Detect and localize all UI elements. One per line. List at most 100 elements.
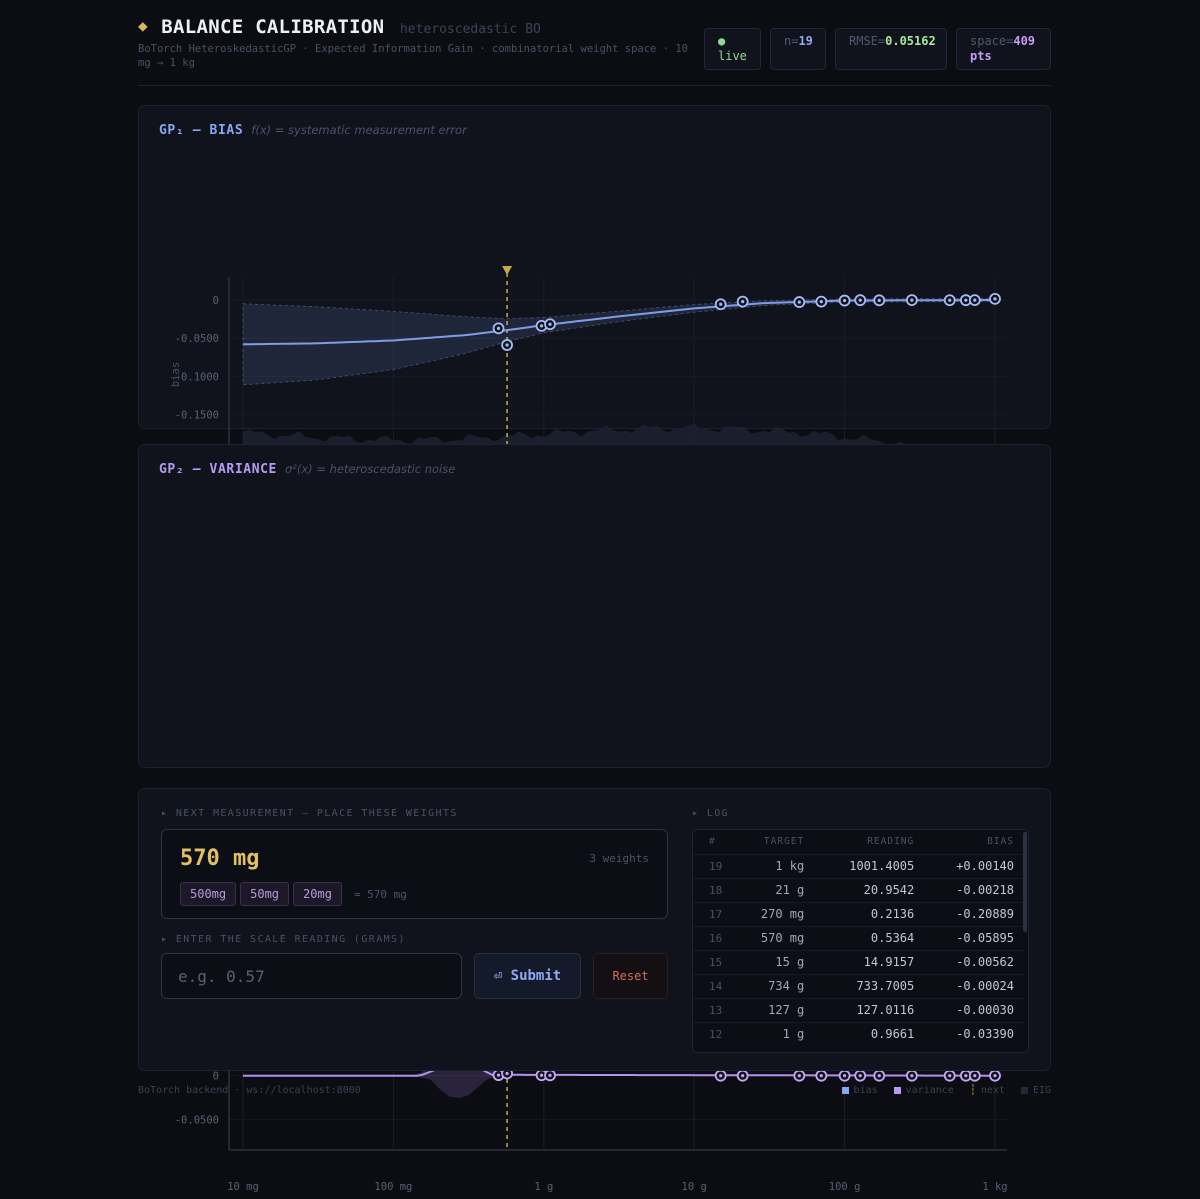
log-row: 13 127 g 127.0116 -0.00030	[693, 997, 1024, 1022]
log-cell-bias: -0.00024	[924, 973, 1024, 998]
data-point	[968, 1069, 981, 1082]
log-body: 19 1 kg 1001.4005 +0.00140 18 21 g 20.9542 -0.0…	[693, 853, 1024, 1046]
bias-subtitle: f(x) = systematic measurement error	[251, 123, 467, 137]
sample-count-label: n=	[784, 34, 799, 48]
header: ◆ BALANCE CALIBRATION heteroscedastic BO…	[138, 14, 1051, 86]
space-unit: pts	[970, 49, 992, 63]
data-point-dot	[819, 1074, 823, 1078]
log-cell-bias: -0.00030	[924, 997, 1024, 1022]
submit-button[interactable]: ⏎ Submit	[474, 953, 581, 999]
data-point	[492, 322, 505, 335]
weight-chip: 500mg	[180, 882, 237, 906]
data-point-dot	[719, 1074, 723, 1078]
log-cell-reading: 127.0116	[814, 997, 925, 1022]
x-tick-label: 1 kg	[982, 1181, 1007, 1193]
variance-panel-title: GP₂ — VARIANCE σ²(x) = heteroscedastic no…	[159, 462, 455, 477]
legend-bias-label: bias	[853, 1085, 878, 1096]
y-tick-label: -0.1500	[175, 410, 219, 422]
data-point	[838, 1069, 851, 1082]
log-table-container[interactable]: # TARGET READING BIAS 19 1 kg 1001.4005 +0.…	[692, 829, 1029, 1053]
reset-button[interactable]: Reset	[593, 953, 668, 999]
log-cell-target: 21 g	[732, 877, 815, 902]
data-point-dot	[539, 324, 544, 328]
y-tick-label: -0.0500	[175, 1114, 219, 1126]
y-tick-label: -0.0500	[175, 333, 219, 345]
log-cell-bias: -0.05895	[924, 925, 1024, 950]
log-scrollbar[interactable]	[1023, 832, 1027, 932]
log-cell-index: 15	[693, 949, 733, 974]
bias-panel-title: GP₁ — BIAS f(x) = systematic measurement …	[159, 123, 467, 138]
data-point-dot	[741, 1074, 745, 1078]
rmse-label: RMSE=	[849, 34, 886, 48]
data-point	[943, 294, 956, 307]
data-point	[501, 339, 513, 351]
log-cell-reading: 1001.4005	[814, 853, 925, 878]
data-point-dot	[910, 1074, 914, 1078]
reading-label: ▸ ENTER THE SCALE READING (GRAMS)	[161, 934, 406, 945]
next-measurement-card: 570 mg 3 weights 500mg 50mg 20mg = 570 m…	[161, 829, 668, 919]
weight-sum: = 570 mg	[353, 887, 407, 901]
next-measurement-label: ▸ NEXT MEASUREMENT — PLACE THESE WEIGHTS	[161, 808, 458, 819]
log-cell-reading: 733.7005	[814, 973, 925, 998]
diamond-icon: ◆	[138, 16, 148, 35]
data-point-dot	[993, 1074, 997, 1078]
data-point-dot	[973, 298, 977, 302]
data-point-dot	[858, 1074, 862, 1078]
data-point-dot	[964, 1074, 968, 1078]
data-point	[793, 1069, 806, 1082]
weights-count: 3 weights	[589, 852, 649, 865]
data-point	[943, 1069, 956, 1082]
data-point	[854, 294, 867, 307]
variance-title-text: GP₂ — VARIANCE	[159, 462, 277, 477]
log-cell-target: 127 g	[732, 997, 815, 1022]
x-tick-label: 100 mg	[374, 1181, 412, 1193]
log-cell-bias: -0.00562	[924, 949, 1024, 974]
data-point-dot	[797, 1074, 801, 1078]
log-cell-index: 13	[693, 997, 733, 1022]
title-row: ◆ BALANCE CALIBRATION heteroscedastic BO	[138, 16, 541, 38]
data-point-dot	[993, 297, 997, 301]
data-point-dot	[948, 298, 952, 302]
log-cell-reading: 20.9542	[814, 877, 925, 902]
log-cell-reading: 0.5364	[814, 925, 925, 950]
log-table: # TARGET READING BIAS 19 1 kg 1001.4005 +0.…	[693, 830, 1024, 1046]
data-point	[854, 1069, 867, 1082]
data-point-dot	[877, 298, 881, 302]
log-cell-bias: -0.03390	[924, 1021, 1024, 1046]
x-tick-label: 10 g	[682, 1181, 707, 1193]
scale-reading-input[interactable]	[161, 953, 462, 999]
x-tick-label: 10 mg	[227, 1181, 259, 1193]
space-value: 409	[1013, 34, 1036, 48]
data-point	[968, 294, 981, 307]
eig-swatch-icon	[1020, 1087, 1028, 1094]
data-point	[736, 295, 749, 308]
bias-panel: GP₁ — BIAS f(x) = systematic measurement …	[138, 105, 1052, 515]
log-cell-bias: +0.00140	[924, 853, 1024, 878]
data-point	[544, 318, 556, 331]
log-cell-index: 12	[693, 1021, 733, 1046]
stats-bar: ● live n=19 RMSE=0.05162 space=409 pts	[704, 28, 1051, 70]
x-tick-label: 100 g	[829, 1181, 861, 1193]
data-point-dot	[964, 298, 968, 302]
data-point-dot	[948, 1074, 952, 1078]
legend-next: ┆ next	[970, 1085, 1005, 1096]
data-point-dot	[741, 300, 745, 304]
legend-variance-label: variance	[905, 1085, 954, 1096]
data-point-dot	[505, 343, 509, 347]
data-point	[544, 1069, 556, 1082]
data-point	[989, 1069, 1001, 1082]
data-point-dot	[858, 298, 862, 302]
log-cell-target: 1 kg	[732, 853, 815, 878]
data-point	[905, 294, 918, 306]
sample-count-badge: n=19	[770, 28, 826, 70]
data-point	[873, 1069, 886, 1082]
rmse-value: 0.05162	[885, 34, 936, 48]
variance-panel: GP₂ — VARIANCE σ²(x) = heteroscedastic no…	[138, 444, 1052, 1193]
data-point-dot	[843, 1074, 847, 1078]
log-cell-target: 15 g	[732, 949, 815, 974]
variance-subtitle: σ²(x) = heteroscedastic noise	[284, 462, 456, 476]
log-cell-bias: -0.20889	[924, 901, 1024, 926]
data-point-dot	[797, 300, 801, 304]
